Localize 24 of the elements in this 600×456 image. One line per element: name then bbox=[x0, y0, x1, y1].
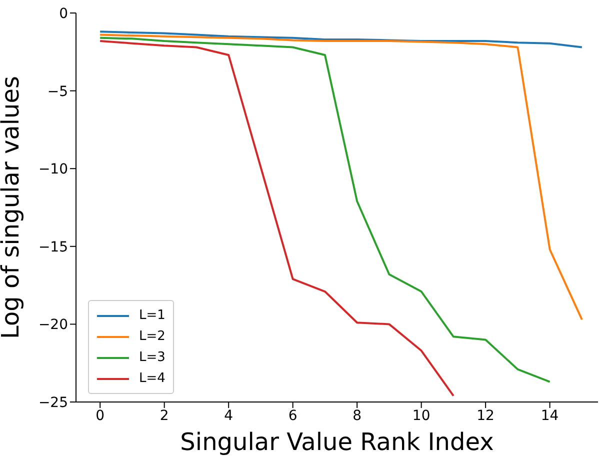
y-tick-label: 0 bbox=[59, 6, 68, 22]
y-axis-title: Log of singular values bbox=[0, 76, 25, 340]
x-tick-label: 6 bbox=[288, 408, 298, 424]
y-tick-label: −25 bbox=[38, 394, 68, 411]
x-axis-title: Singular Value Rank Index bbox=[180, 428, 494, 456]
x-tick-label: 10 bbox=[412, 408, 430, 424]
x-tick-label: 14 bbox=[540, 408, 559, 424]
legend-label: L=2 bbox=[139, 329, 166, 344]
line-series bbox=[99, 40, 454, 397]
line-series bbox=[99, 36, 551, 383]
line-series bbox=[99, 34, 583, 321]
legend-label: L=3 bbox=[139, 350, 166, 365]
y-tick-label: −20 bbox=[38, 317, 68, 334]
x-tick-label: 8 bbox=[352, 408, 362, 424]
legend-label: L=1 bbox=[139, 308, 166, 323]
x-tick-label: 4 bbox=[224, 408, 234, 424]
legend-label: L=4 bbox=[139, 371, 166, 386]
x-tick-label: 12 bbox=[476, 408, 494, 424]
x-tick-label: 0 bbox=[96, 408, 105, 424]
y-tick-label: −10 bbox=[38, 162, 68, 178]
x-tick-label: 2 bbox=[160, 408, 169, 424]
y-tick-label: −5 bbox=[47, 84, 68, 100]
line-series bbox=[99, 30, 583, 48]
y-tick-label: −15 bbox=[38, 239, 68, 256]
